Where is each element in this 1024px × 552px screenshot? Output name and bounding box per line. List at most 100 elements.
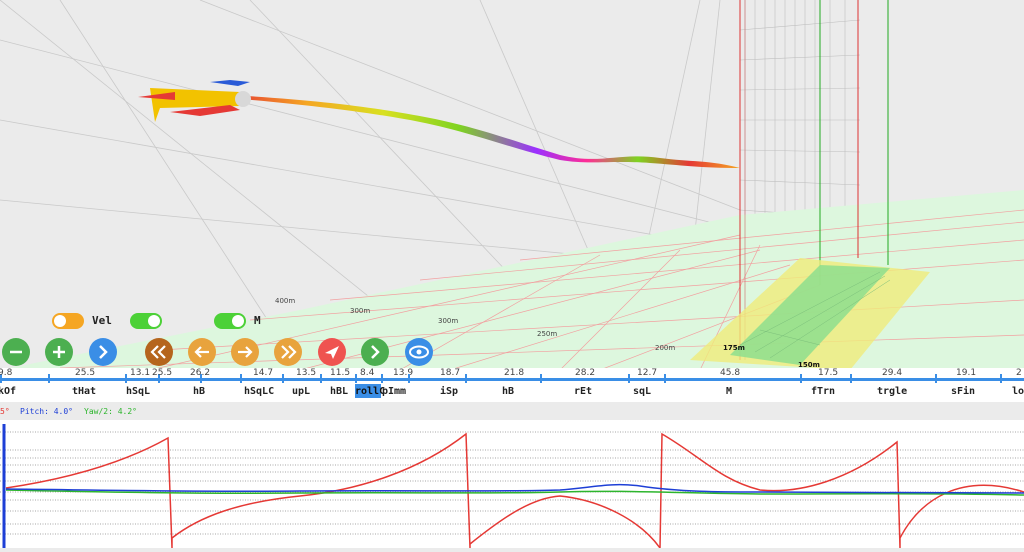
timeline-segment-kOf[interactable]: kOf [0, 386, 17, 397]
green-box [730, 265, 890, 365]
timeline-segment-value: 17.5 [818, 368, 839, 378]
timeline-segment-upL[interactable]: upL [292, 386, 311, 397]
playback-controls: Vel M [0, 305, 460, 375]
pitch-readout: Pitch: 4.0° [20, 407, 73, 416]
timeline-tick [381, 374, 383, 383]
timeline-segment-M[interactable]: M [726, 386, 733, 397]
timeline-segment-value: 13.9 [393, 368, 414, 378]
timeline-segment-sqL[interactable]: sqL [633, 386, 652, 397]
timeline-segment-value: 2 [1016, 368, 1022, 378]
zoom-out-button[interactable] [2, 338, 30, 366]
chevron-right-icon [99, 345, 108, 359]
timeline-segment-value: 28.2 [575, 368, 596, 378]
attitude-plot[interactable] [0, 420, 1024, 551]
timeline-tick [935, 374, 937, 383]
timeline-tick [282, 374, 284, 383]
fast-forward-button[interactable] [274, 338, 302, 366]
timeline-bar [0, 378, 1024, 381]
send-button[interactable] [318, 338, 346, 366]
second-toggle[interactable] [130, 313, 162, 329]
timeline-segment-rEt[interactable]: rEt [574, 386, 593, 397]
timeline-segment-tHat[interactable]: tHat [72, 386, 97, 397]
timeline-segment-value: 8.4 [360, 368, 375, 378]
timeline-tick [408, 374, 410, 383]
timeline-segment-hSqL[interactable]: hSqL [126, 386, 151, 397]
zoom-in-button[interactable] [45, 338, 73, 366]
timeline-tick [800, 374, 802, 383]
plus-icon [53, 346, 65, 358]
airplane-model [138, 80, 251, 122]
timeline-segment-value: 29.4 [882, 368, 903, 378]
timeline-segment-value: 21.8 [504, 368, 525, 378]
attitude-plot-canvas [0, 420, 1024, 551]
paper-plane-icon [325, 346, 339, 359]
view-button[interactable] [405, 338, 433, 366]
3d-flight-view[interactable]: 400m 300m 300m 250m 200m 175m 150m [0, 0, 1024, 371]
timeline-segment-fTrn[interactable]: fTrn [811, 386, 836, 397]
timeline-tick [628, 374, 630, 383]
timeline-selected-segment[interactable] [355, 384, 381, 398]
timeline-tick [200, 374, 202, 383]
eye-icon [409, 345, 429, 359]
timeline-segment-lo[interactable]: lo [1012, 386, 1024, 397]
flight-ribbon [230, 95, 740, 168]
timeline-segment-hBL[interactable]: hBL [330, 386, 349, 397]
double-chevron-left-icon [150, 345, 166, 359]
timeline-tick [664, 374, 666, 383]
double-chevron-right-icon [281, 345, 297, 359]
timeline-tick [540, 374, 542, 383]
distance-label: 150m [798, 361, 820, 369]
attitude-readout: 5° Pitch: 4.0° Yaw/2: 4.2° [0, 407, 1024, 421]
step-back-button[interactable] [188, 338, 216, 366]
timeline-segment-value: 19.1 [956, 368, 977, 378]
distance-label: 300m [350, 307, 370, 315]
manoeuvre-timeline[interactable]: 9.8 kOf 25.5 tHat 13.1 hSqL 25.5 26.2 hB 14.7 hSqL… [0, 368, 1024, 402]
yaw-readout: Yaw/2: 4.2° [84, 407, 137, 416]
timeline-segment-rollC[interactable]: rollC [355, 386, 386, 397]
timeline-tick [465, 374, 467, 383]
timeline-segment-iSp[interactable]: iSp [440, 386, 459, 397]
distance-label: 200m [655, 344, 675, 352]
timeline-tick [850, 374, 852, 383]
timeline-segment-hSqLC[interactable]: hSqLC [244, 386, 275, 397]
distance-label: 175m [723, 344, 745, 352]
timeline-segment-trgle[interactable]: trgle [877, 386, 908, 397]
timeline-tick [158, 374, 160, 383]
arrow-left-icon [194, 346, 209, 358]
step-forward-button[interactable] [231, 338, 259, 366]
timeline-segment-value: 9.8 [0, 368, 13, 378]
distance-label: 400m [275, 297, 295, 305]
vel-toggle[interactable] [52, 313, 84, 329]
timeline-segment-value: 18.7 [440, 368, 461, 378]
timeline-tick [125, 374, 127, 383]
timeline-segment-value: 13.5 [296, 368, 317, 378]
roll-series [5, 432, 1024, 551]
timeline-tick [320, 374, 322, 383]
next-button[interactable] [361, 338, 389, 366]
timeline-segment-value: 45.8 [720, 368, 741, 378]
yaw-series [5, 489, 1024, 496]
timeline-segment-value: 26.2 [190, 368, 211, 378]
pitch-series [5, 483, 1024, 494]
timeline-segment-sFin[interactable]: sFin [951, 386, 976, 397]
timeline-segment-value: 13.1 [130, 368, 151, 378]
roll-readout: 5° [0, 407, 10, 416]
timeline-tick [355, 374, 357, 383]
timeline-segment-value: 11.5 [330, 368, 351, 378]
timeline-segment-pImm[interactable]: pImm [382, 386, 407, 397]
timeline-segment-hB[interactable]: hB [502, 386, 515, 397]
timeline-tick [1000, 374, 1002, 383]
arrow-right-icon [238, 346, 253, 358]
timeline-tick [240, 374, 242, 383]
minus-icon [10, 350, 22, 354]
timeline-segment-value: 14.7 [253, 368, 274, 378]
m-toggle[interactable] [214, 313, 246, 329]
chevron-right-icon [371, 345, 380, 359]
flight-scene-canvas: 400m 300m 300m 250m 200m 175m 150m [0, 0, 1024, 371]
rewind-button[interactable] [145, 338, 173, 366]
timeline-segment-hB[interactable]: hB [193, 386, 206, 397]
forward-button[interactable] [89, 338, 117, 366]
timeline-segment-value: 12.7 [637, 368, 658, 378]
distance-label: 300m [438, 317, 458, 325]
vel-toggle-label: Vel [92, 314, 112, 327]
